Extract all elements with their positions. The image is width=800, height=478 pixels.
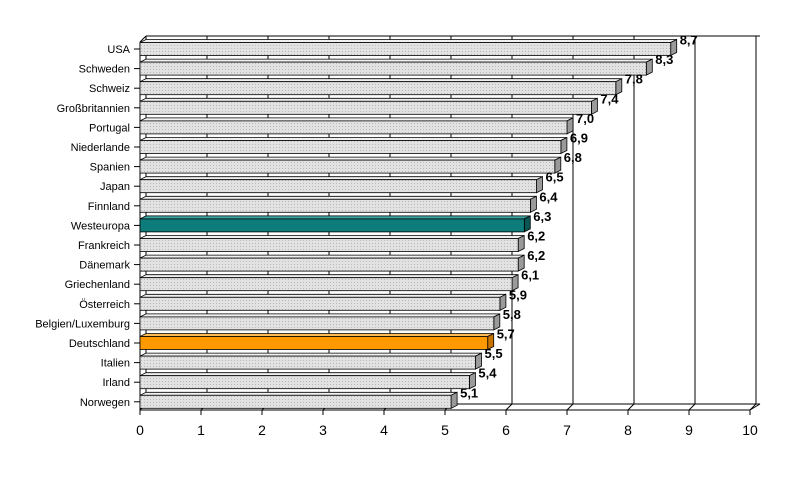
value-label: 5,8: [503, 307, 521, 322]
x-tick-label: 4: [380, 422, 388, 438]
bar: [139, 394, 452, 409]
bar-top: [139, 176, 543, 181]
x-tick-label: 6: [502, 422, 510, 438]
value-label: 7,0: [576, 111, 594, 126]
x-tick-label: 3: [319, 422, 327, 438]
value-label: 6,8: [564, 150, 582, 165]
value-label: 5,5: [485, 346, 503, 361]
floor-gridline: [627, 403, 635, 411]
bar: [139, 42, 672, 56]
value-label: 8,7: [680, 33, 698, 48]
category-label: Irland: [102, 377, 130, 389]
x-tick-label: 0: [136, 422, 144, 438]
bar: [139, 100, 592, 115]
category-label: Finnland: [88, 201, 130, 213]
bar: [139, 296, 501, 311]
value-label: 6,3: [533, 209, 551, 224]
bar-top: [139, 333, 494, 337]
category-label: Portugal: [89, 122, 130, 134]
category-label: Italien: [101, 358, 130, 370]
value-label: 6,1: [521, 268, 539, 283]
bar-top: [139, 215, 531, 220]
category-label: Japan: [100, 181, 130, 193]
bar-top: [139, 372, 476, 377]
category-label: Großbritannien: [57, 103, 130, 115]
bar: [139, 198, 531, 213]
bar-top: [139, 117, 574, 122]
x-tick-label: 5: [441, 422, 449, 438]
bar: [139, 355, 476, 370]
value-label: 5,1: [460, 385, 478, 400]
value-label: 6,2: [527, 229, 545, 244]
bar-top: [139, 313, 500, 318]
bar: [139, 179, 537, 194]
bar: [139, 316, 495, 331]
category-label: Spanien: [90, 162, 130, 174]
bar-side: [517, 234, 525, 253]
bar: [139, 120, 568, 135]
value-label: 7,8: [625, 72, 643, 87]
category-label: Dänemark: [79, 260, 130, 272]
bar-top: [139, 97, 598, 102]
bar: [139, 218, 525, 233]
category-label: Frankreich: [78, 240, 130, 252]
bar-top: [139, 235, 525, 239]
x-tick-label: 1: [197, 422, 205, 438]
bar: [139, 257, 519, 272]
bar: [139, 61, 647, 76]
value-label: 6,4: [539, 189, 558, 204]
x-tick-label: 7: [563, 422, 571, 438]
category-label: Deutschland: [69, 338, 130, 350]
y-axis-top: [139, 35, 147, 43]
bar-side: [645, 58, 653, 76]
bar: [139, 375, 470, 390]
category-label: Norwegen: [80, 397, 130, 409]
bar-top: [139, 137, 568, 141]
bar-top: [139, 391, 458, 396]
bar: [139, 159, 556, 174]
category-label: Schweden: [79, 64, 130, 76]
category-label: Westeuropa: [71, 220, 131, 232]
bar: [139, 81, 617, 96]
bar-top: [139, 195, 537, 200]
x-tick-label: 9: [685, 422, 693, 438]
bar-top: [139, 39, 677, 43]
bar: [139, 140, 562, 154]
category-label: Belgien/Luxemburg: [35, 318, 130, 330]
bar-top: [139, 78, 622, 83]
bar-top: [139, 352, 482, 357]
value-label: 5,9: [509, 287, 527, 302]
bar-side: [450, 391, 458, 409]
value-label: 5,4: [478, 366, 497, 381]
value-label: 5,7: [497, 327, 515, 342]
bar-top: [139, 156, 561, 161]
floor-gridline: [749, 403, 757, 411]
category-label: Schweiz: [89, 83, 130, 95]
bar-top: [139, 58, 653, 63]
category-label: Österreich: [79, 299, 130, 311]
value-label: 6,9: [570, 131, 588, 146]
bar: [139, 277, 513, 292]
floor-gridline: [688, 403, 696, 411]
labels: 0 1 2 3 4 5 6 7 8 9 10 USA 8,7 Schweden 8,3 Schweiz 7,8 G…: [35, 33, 758, 439]
bars: [139, 38, 678, 409]
bar-top: [139, 254, 525, 259]
bar: [139, 336, 489, 350]
category-label: Griechenland: [65, 279, 130, 291]
category-label: Niederlande: [71, 142, 130, 154]
category-label: USA: [107, 44, 130, 56]
floor-gridline: [566, 403, 574, 411]
bar: [139, 238, 519, 252]
value-label: 7,4: [600, 91, 619, 106]
x-tick-label: 8: [624, 422, 632, 438]
x-tick-label: 10: [742, 422, 758, 438]
value-label: 8,3: [655, 52, 673, 67]
bar-top: [139, 274, 519, 279]
x-tick-label: 2: [258, 422, 266, 438]
value-label: 6,2: [527, 248, 545, 263]
value-label: 6,5: [546, 170, 564, 185]
bar-top: [139, 293, 507, 298]
floor-gridline: [505, 403, 513, 411]
